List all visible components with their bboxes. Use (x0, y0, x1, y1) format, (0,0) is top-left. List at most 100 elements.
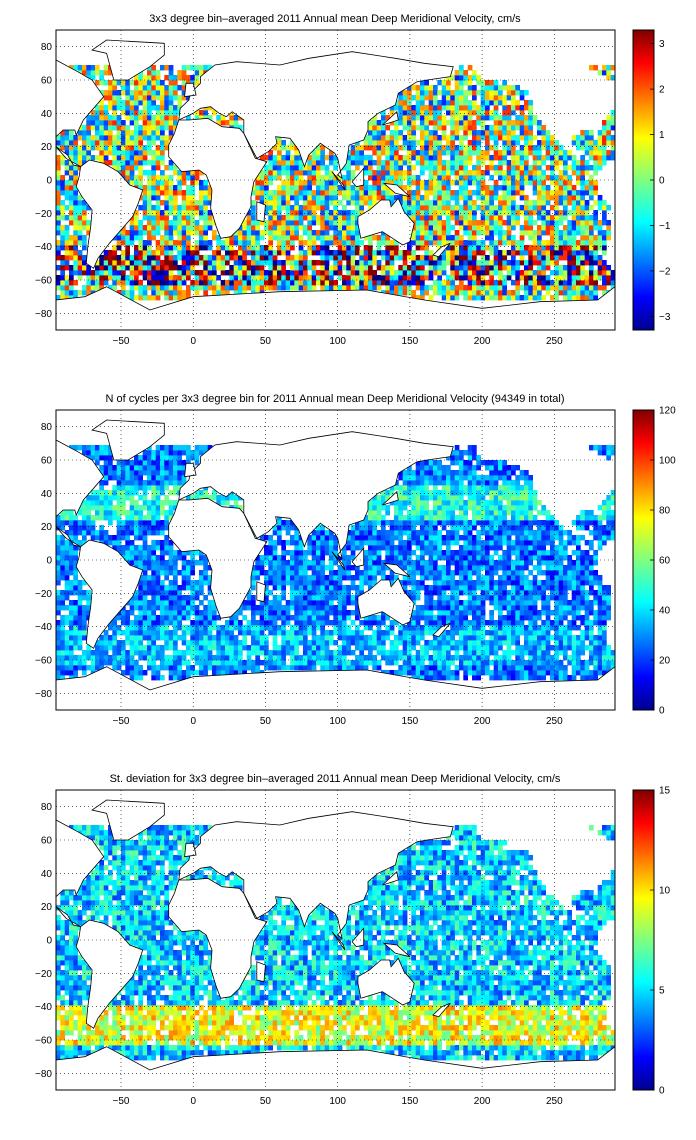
heatmap-cell (580, 280, 585, 286)
heatmap-cell (116, 145, 122, 151)
heatmap-cell (333, 205, 338, 211)
heatmap-cell (268, 630, 273, 636)
heatmap-cell (181, 220, 187, 226)
heatmap-cell (129, 290, 135, 296)
heatmap-cell (186, 95, 191, 101)
heatmap-cell (428, 165, 434, 171)
heatmap-cell (545, 665, 551, 671)
heatmap-cell (541, 225, 546, 231)
heatmap-cell (389, 135, 395, 141)
heatmap-cell (229, 265, 234, 271)
heatmap-cell (255, 625, 260, 631)
heatmap-cell (524, 650, 529, 656)
heatmap-cell (190, 285, 195, 291)
heatmap-cell (511, 245, 516, 251)
heatmap-cell (428, 670, 434, 676)
heatmap-cell (498, 120, 503, 126)
heatmap-cell (199, 200, 204, 206)
heatmap-cell (56, 135, 61, 141)
heatmap-cell (394, 145, 399, 151)
heatmap-cell (320, 655, 325, 661)
heatmap-cell (103, 265, 109, 271)
heatmap-cell (160, 630, 165, 636)
heatmap-cell (229, 670, 234, 676)
heatmap-cell (112, 245, 117, 251)
heatmap-cell (337, 225, 343, 231)
heatmap-cell (463, 120, 468, 126)
heatmap-cell (584, 235, 590, 241)
heatmap-cell (160, 635, 165, 641)
heatmap-cell (459, 215, 464, 221)
heatmap-cell (112, 90, 117, 96)
heatmap-cell (311, 175, 317, 181)
heatmap-cell (129, 255, 135, 261)
heatmap-cell (281, 630, 286, 636)
heatmap-cell (86, 130, 91, 136)
heatmap-cell (454, 155, 460, 161)
heatmap-cell (255, 175, 260, 181)
heatmap-cell (407, 650, 412, 656)
heatmap-cell (264, 270, 269, 276)
heatmap-cell (290, 210, 295, 216)
heatmap-cell (558, 220, 564, 226)
heatmap-cell (242, 290, 247, 296)
heatmap-cell (476, 185, 481, 191)
heatmap-cell (346, 625, 351, 631)
heatmap-cell (233, 290, 239, 296)
heatmap-cell (350, 200, 356, 206)
heatmap-cell (398, 155, 403, 161)
heatmap-cell (173, 95, 178, 101)
heatmap-cell (420, 170, 425, 176)
heatmap-cell (511, 640, 516, 646)
heatmap-cell (446, 140, 451, 146)
heatmap-cell (537, 245, 542, 251)
heatmap-cell (528, 130, 533, 136)
heatmap-cell (207, 255, 213, 261)
heatmap-cell (86, 645, 91, 651)
heatmap-cell (238, 125, 243, 131)
heatmap-cell (147, 235, 152, 241)
heatmap-cell (450, 635, 455, 641)
heatmap-cell (342, 165, 347, 171)
heatmap-cell (199, 260, 204, 266)
heatmap-cell (446, 110, 451, 116)
heatmap-cell (493, 230, 499, 236)
heatmap-cell (472, 210, 477, 216)
heatmap-cell (138, 155, 143, 161)
heatmap-cell (160, 250, 165, 256)
heatmap-cell (593, 250, 598, 256)
heatmap-cell (528, 120, 533, 126)
heatmap-cell (463, 675, 468, 681)
heatmap-cell (177, 635, 182, 641)
heatmap-cell (571, 215, 577, 221)
heatmap-cell (402, 110, 408, 116)
heatmap-cell (476, 75, 481, 81)
heatmap-cell (199, 280, 204, 286)
heatmap-cell (424, 225, 429, 231)
heatmap-cell (177, 250, 182, 256)
heatmap-cell (186, 215, 191, 221)
heatmap-cell (168, 110, 174, 116)
heatmap-cell (190, 190, 195, 196)
heatmap-cell (537, 290, 542, 296)
heatmap-cell (554, 665, 559, 671)
heatmap-cell (480, 250, 486, 256)
heatmap-cell (294, 185, 299, 191)
heatmap-cell (424, 245, 429, 251)
heatmap-cell (545, 630, 551, 636)
heatmap-cell (99, 75, 104, 81)
heatmap-cell (606, 75, 611, 81)
heatmap-cell (580, 230, 585, 236)
heatmap-cell (376, 665, 382, 671)
heatmap-cell (255, 635, 260, 641)
heatmap-cell (359, 205, 364, 211)
heatmap-cell (99, 660, 104, 666)
heatmap-cell (446, 235, 451, 241)
heatmap-cell (138, 290, 143, 296)
heatmap-cell (199, 230, 204, 236)
heatmap-cell (164, 235, 169, 241)
heatmap-cell (186, 650, 191, 656)
heatmap-cell (155, 120, 161, 126)
heatmap-cell (316, 190, 321, 196)
